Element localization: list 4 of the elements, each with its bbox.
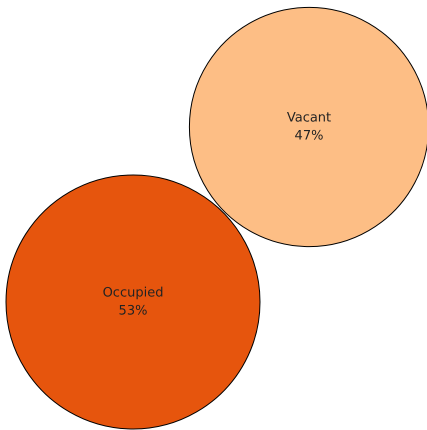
data-label: 47% xyxy=(294,128,324,144)
data-label: 53% xyxy=(118,304,148,318)
category-label: Vacant xyxy=(286,110,332,126)
category-label: Occupied xyxy=(102,286,164,300)
